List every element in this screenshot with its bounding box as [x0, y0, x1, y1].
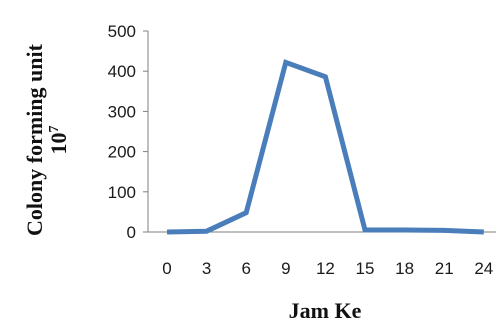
x-tick-label: 12: [316, 259, 335, 278]
y-tick-label: 200: [108, 143, 136, 162]
y-tick-label: 0: [127, 223, 136, 242]
plot-area: [166, 59, 484, 235]
y-axis-title-line2: 107: [46, 126, 71, 155]
x-tick-label: 18: [395, 259, 414, 278]
x-tick-label: 0: [162, 259, 171, 278]
y-tick-label: 300: [108, 102, 136, 121]
x-tick-label: 6: [241, 259, 250, 278]
x-tick-label: 3: [202, 259, 211, 278]
x-axis-title: Jam Ke: [289, 298, 362, 323]
y-axis-ticks: 0 100 200 300 400 500: [108, 22, 148, 242]
x-tick-label: 21: [435, 259, 454, 278]
y-tick-label: 400: [108, 62, 136, 81]
x-tick-label: 15: [356, 259, 375, 278]
axes: [147, 31, 496, 233]
y-tick-label: 500: [108, 22, 136, 41]
x-tick-label: 24: [474, 259, 493, 278]
y-axis-title-line1: Colony forming unit: [22, 43, 47, 236]
series-line: [166, 59, 484, 235]
x-tick-label: 9: [281, 259, 290, 278]
x-axis-ticks: 0 3 6 9 12 15 18 21 24: [162, 259, 493, 278]
y-tick-label: 100: [108, 183, 136, 202]
